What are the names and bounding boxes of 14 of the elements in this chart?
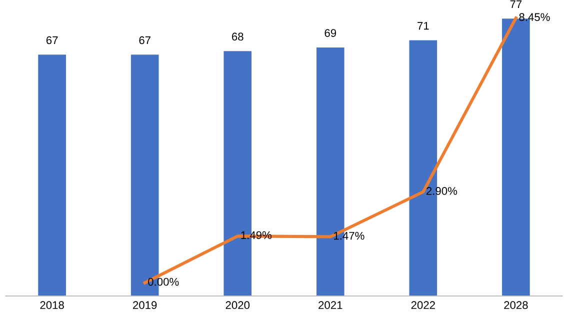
x-tick-label: 2020 <box>226 301 250 310</box>
data-label: 77 <box>510 0 522 8</box>
x-tick-label: 2019 <box>133 301 157 310</box>
bar <box>38 54 66 296</box>
x-tick-label: 2018 <box>40 301 64 310</box>
data-label: 67 <box>139 36 150 44</box>
data-label: 8.45% <box>519 13 550 22</box>
data-label: 71 <box>418 22 429 30</box>
x-tick-label: 2022 <box>411 301 435 310</box>
x-tick-label: 2028 <box>504 301 528 310</box>
data-label: 67 <box>46 36 58 44</box>
data-label: 68 <box>232 32 244 41</box>
x-tick-label: 2021 <box>318 301 342 310</box>
data-label: 69 <box>324 29 336 37</box>
